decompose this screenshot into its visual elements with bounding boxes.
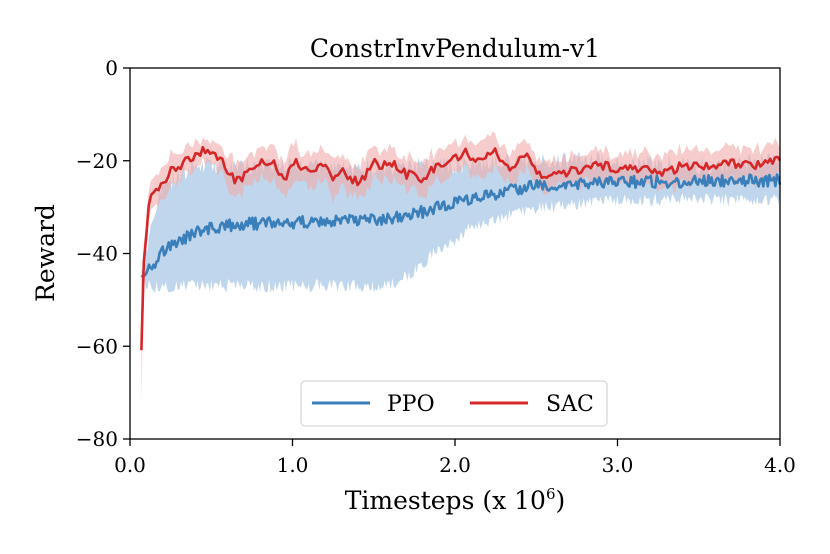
chart-title: ConstrInvPendulum-v1 [310,34,600,63]
y-tick-label: −40 [76,242,118,266]
y-tick-label: −60 [76,334,118,358]
x-tick-label: 2.0 [439,453,471,477]
y-tick-label: 0 [105,56,118,80]
x-tick-label: 0.0 [114,453,146,477]
x-tick-label: 3.0 [602,453,634,477]
series-line-sac [140,145,782,351]
legend-label-sac: SAC [546,392,594,417]
legend-label-ppo: PPO [387,392,435,417]
x-axis-label-exponent: 6 [546,485,556,503]
series-line-ppo [140,173,782,279]
x-axis-label-main: Timesteps (x 10 [345,486,546,515]
legend-box [300,380,608,427]
series-lines [140,145,782,351]
y-axis-label: Reward [31,204,60,302]
y-axis-ticks: 0 −20 −40 −60 −80 [76,56,130,451]
y-tick-label: −80 [76,427,118,451]
band-ppo [141,151,780,293]
x-tick-label: 1.0 [277,453,309,477]
band-sac [141,131,780,404]
y-tick-label: −20 [76,149,118,173]
legend: PPO SAC [300,380,608,427]
x-axis-label: Timesteps (x 106) [345,485,566,515]
x-axis-label-suffix: ) [556,486,566,515]
confidence-bands [141,131,780,404]
x-tick-label: 4.0 [764,453,796,477]
x-axis-ticks: 0.0 1.0 2.0 3.0 4.0 [114,439,796,477]
